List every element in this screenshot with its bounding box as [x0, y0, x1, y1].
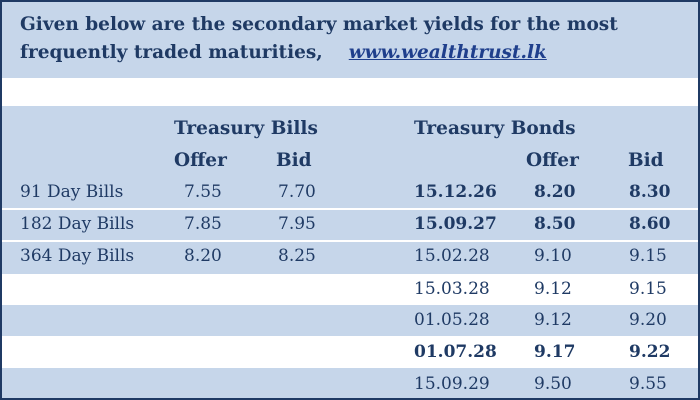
bill-bid: 7.95 [278, 214, 316, 234]
bond-bid: 9.15 [629, 246, 667, 266]
wealthtrust-link[interactable]: www.wealthtrust.lk [348, 42, 547, 63]
spacer-band [2, 78, 698, 106]
intro-line-2: frequently traded maturities, www.wealtht… [20, 39, 680, 67]
row-divider [2, 208, 698, 210]
bond-maturity: 15.09.29 [414, 374, 490, 394]
bonds-bid-heading: Bid [628, 150, 664, 171]
intro-line-2-text: frequently traded maturities, [20, 42, 323, 63]
bond-offer: 9.50 [534, 374, 572, 394]
row-band-5 [2, 305, 698, 336]
bond-maturity: 15.02.28 [414, 246, 490, 266]
bond-bid: 9.15 [629, 279, 667, 299]
bill-bid: 7.70 [278, 182, 316, 202]
bills-row-band [2, 178, 698, 274]
bond-maturity: 15.03.28 [414, 279, 490, 299]
row-band-7 [2, 368, 698, 398]
bill-offer: 8.20 [184, 246, 222, 266]
bond-offer: 8.20 [534, 182, 576, 202]
bills-offer-heading: Offer [174, 150, 227, 171]
bond-offer: 9.12 [534, 310, 572, 330]
row-band-4 [2, 274, 698, 305]
treasury-bills-heading: Treasury Bills [174, 118, 318, 139]
intro-header: Given below are the secondary market yie… [2, 2, 698, 78]
row-band-6 [2, 336, 698, 368]
bond-offer: 9.12 [534, 279, 572, 299]
bill-label: 182 Day Bills [20, 214, 135, 234]
bond-maturity: 01.05.28 [414, 310, 490, 330]
bond-bid: 8.60 [629, 214, 671, 234]
bill-bid: 8.25 [278, 246, 316, 266]
bond-bid: 8.30 [629, 182, 671, 202]
bills-bid-heading: Bid [276, 150, 312, 171]
bond-offer: 8.50 [534, 214, 576, 234]
intro-line-1: Given below are the secondary market yie… [20, 14, 618, 35]
bonds-offer-heading: Offer [526, 150, 579, 171]
bond-offer: 9.10 [534, 246, 572, 266]
bond-bid: 9.22 [629, 342, 671, 362]
bill-label: 91 Day Bills [20, 182, 124, 202]
bond-bid: 9.20 [629, 310, 667, 330]
bond-maturity: 01.07.28 [414, 342, 497, 362]
column-header-band [2, 106, 698, 178]
bond-maturity: 15.09.27 [414, 214, 497, 234]
treasury-bonds-heading: Treasury Bonds [414, 118, 576, 139]
bill-offer: 7.55 [184, 182, 222, 202]
bill-label: 364 Day Bills [20, 246, 135, 266]
row-divider [2, 240, 698, 242]
bill-offer: 7.85 [184, 214, 222, 234]
bond-maturity: 15.12.26 [414, 182, 497, 202]
bond-offer: 9.17 [534, 342, 576, 362]
bond-bid: 9.55 [629, 374, 667, 394]
